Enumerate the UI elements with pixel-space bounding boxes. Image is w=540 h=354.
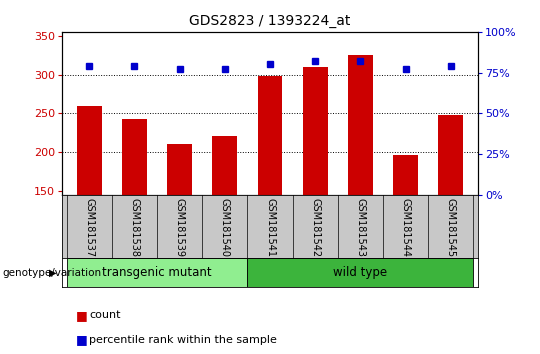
Text: ■: ■ xyxy=(76,309,87,321)
Text: GSM181540: GSM181540 xyxy=(220,198,230,257)
Text: percentile rank within the sample: percentile rank within the sample xyxy=(89,335,277,345)
Bar xyxy=(77,105,102,195)
Text: ■: ■ xyxy=(76,333,87,346)
Bar xyxy=(66,258,247,287)
Text: GSM181544: GSM181544 xyxy=(401,198,410,257)
Bar xyxy=(393,155,418,195)
Bar xyxy=(348,55,373,195)
Bar xyxy=(122,119,147,195)
Text: transgenic mutant: transgenic mutant xyxy=(102,266,212,279)
Text: GSM181545: GSM181545 xyxy=(446,198,456,257)
Bar xyxy=(167,143,192,195)
Title: GDS2823 / 1393224_at: GDS2823 / 1393224_at xyxy=(190,14,350,28)
Text: GSM181543: GSM181543 xyxy=(355,198,366,257)
Bar xyxy=(303,67,328,195)
Bar xyxy=(438,115,463,195)
Text: ▶: ▶ xyxy=(49,268,57,278)
Bar xyxy=(212,136,237,195)
Text: GSM181538: GSM181538 xyxy=(130,198,139,257)
Bar xyxy=(247,258,474,287)
Text: GSM181542: GSM181542 xyxy=(310,198,320,257)
Text: GSM181539: GSM181539 xyxy=(174,198,185,257)
Bar xyxy=(258,76,282,195)
Text: GSM181537: GSM181537 xyxy=(84,198,94,257)
Text: GSM181541: GSM181541 xyxy=(265,198,275,257)
Text: genotype/variation: genotype/variation xyxy=(3,268,102,278)
Text: count: count xyxy=(89,310,120,320)
Text: wild type: wild type xyxy=(333,266,388,279)
